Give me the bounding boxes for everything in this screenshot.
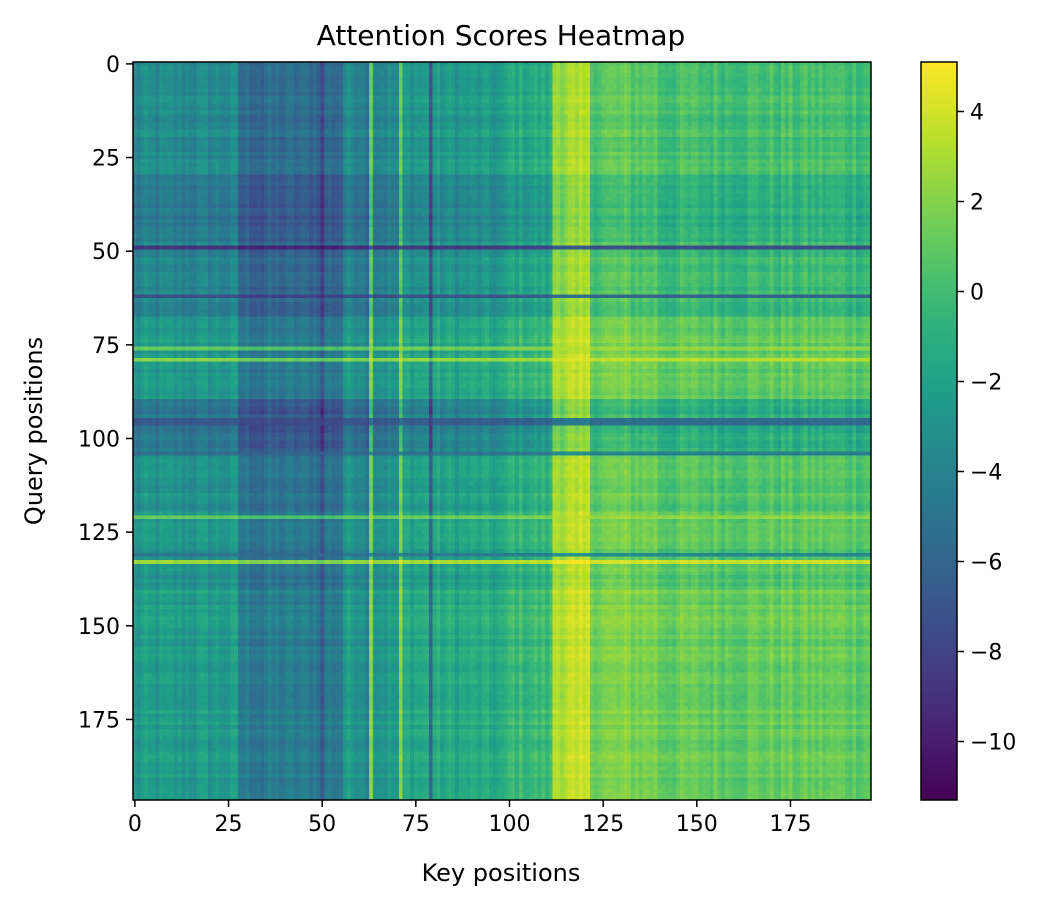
heatmap-image xyxy=(133,62,871,800)
y-tick-label: 125 xyxy=(78,521,120,546)
colorbar-tick-label: −4 xyxy=(970,461,1002,486)
plot-frame xyxy=(132,61,872,801)
colorbar-tick-label: −2 xyxy=(970,371,1002,396)
chart-title: Attention Scores Heatmap xyxy=(317,19,686,52)
x-tick-label: 100 xyxy=(488,812,530,837)
y-tick-label: 50 xyxy=(92,240,120,265)
x-axis-label: Key positions xyxy=(422,859,581,887)
x-tick-label: 125 xyxy=(582,812,624,837)
x-tick-label: 0 xyxy=(128,812,142,837)
colorbar-tick-label: 0 xyxy=(970,281,984,306)
y-tick-label: 75 xyxy=(92,334,120,359)
x-tick-label: 150 xyxy=(676,812,718,837)
heatmap-cells xyxy=(133,62,871,800)
y-tick-label: 150 xyxy=(78,615,120,640)
colorbar-frame xyxy=(920,61,958,801)
colorbar-tick-label: 4 xyxy=(970,101,984,126)
y-axis-label: Query positions xyxy=(20,337,48,525)
x-tick-label: 25 xyxy=(215,812,243,837)
colorbar-tick-label: 2 xyxy=(970,191,984,216)
x-tick-label: 75 xyxy=(402,812,430,837)
y-tick-label: 100 xyxy=(78,427,120,452)
colorbar xyxy=(921,62,957,800)
x-tick-label: 175 xyxy=(769,812,811,837)
x-axis-ticks: 0 25 50 75 100 125 150 175 xyxy=(128,800,811,837)
colorbar-tick-label: −6 xyxy=(970,551,1002,576)
y-tick-label: 175 xyxy=(78,708,120,733)
colorbar-tick-label: −8 xyxy=(970,641,1002,666)
colorbar-ticks: 4 2 0 −2 −4 −6 −8 −10 xyxy=(957,101,1016,756)
x-tick-label: 50 xyxy=(308,812,336,837)
y-tick-label: 25 xyxy=(92,147,120,172)
y-axis-ticks: 0 25 50 75 100 125 150 175 xyxy=(78,53,133,733)
y-tick-label: 0 xyxy=(106,53,120,78)
colorbar-tick-label: −10 xyxy=(970,731,1016,756)
